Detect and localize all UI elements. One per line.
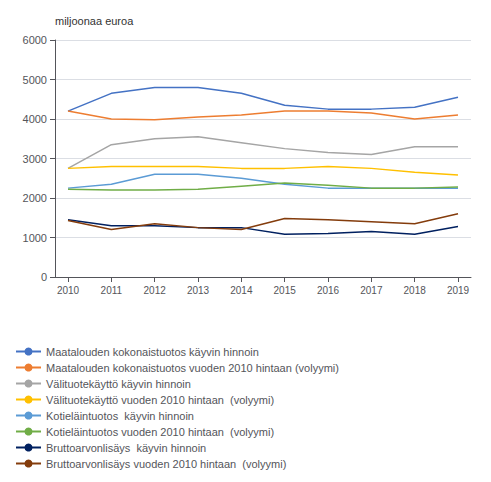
svg-text:2011: 2011 (101, 285, 123, 296)
svg-text:2018: 2018 (404, 285, 427, 296)
svg-text:Välituotekäyttö vuoden 2010 hi: Välituotekäyttö vuoden 2010 hintaan (vol… (46, 394, 274, 406)
svg-text:6000: 6000 (23, 34, 47, 46)
svg-text:2017: 2017 (360, 285, 383, 296)
svg-text:Maatalouden kokonaistuotos vuo: Maatalouden kokonaistuotos vuoden 2010 h… (46, 362, 339, 374)
svg-text:0: 0 (41, 271, 47, 283)
svg-text:Kotieläintuotos käyvin hinnoi: Kotieläintuotos käyvin hinnoin (46, 410, 194, 422)
svg-text:miljoonaa euroa: miljoonaa euroa (55, 15, 134, 27)
svg-text:2019: 2019 (447, 285, 470, 296)
svg-text:Välituotekäyttö käyvin hinnoin: Välituotekäyttö käyvin hinnoin (46, 378, 191, 390)
svg-text:2016: 2016 (317, 285, 340, 296)
svg-text:Kotieläintuotos vuoden 2010 hi: Kotieläintuotos vuoden 2010 hintaan (vol… (46, 426, 274, 438)
svg-text:Bruttoarvonlisäys käyvin hinn: Bruttoarvonlisäys käyvin hinnoin (46, 442, 206, 454)
svg-text:2014: 2014 (230, 285, 253, 296)
svg-text:3000: 3000 (23, 153, 47, 165)
svg-text:4000: 4000 (23, 113, 47, 125)
svg-text:2010: 2010 (57, 285, 80, 296)
svg-text:2015: 2015 (274, 285, 297, 296)
svg-text:2012: 2012 (144, 285, 167, 296)
svg-text:2013: 2013 (187, 285, 210, 296)
svg-text:2000: 2000 (23, 192, 47, 204)
svg-text:5000: 5000 (23, 74, 47, 86)
svg-text:1000: 1000 (23, 232, 47, 244)
svg-text:Bruttoarvonlisäys vuoden 2010: Bruttoarvonlisäys vuoden 2010 hintaan (v… (46, 458, 286, 470)
svg-text:Maatalouden kokonaistuotos käy: Maatalouden kokonaistuotos käyvin hinnoi… (46, 346, 259, 358)
